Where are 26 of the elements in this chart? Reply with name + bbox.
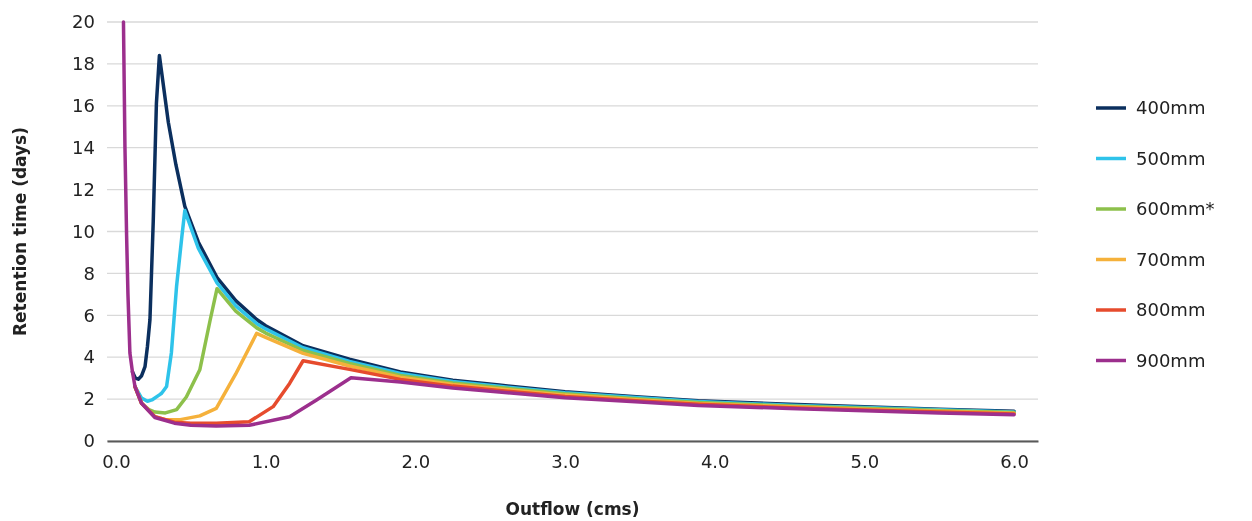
x-axis-title: Outflow (cms)	[505, 499, 640, 519]
y-tick-label: 0	[83, 430, 95, 452]
x-tick-label: 1.0	[251, 450, 281, 472]
y-tick-label: 18	[72, 53, 95, 75]
y-tick-label: 4	[83, 346, 95, 368]
x-tick-label: 3.0	[551, 450, 580, 472]
y-tick-label: 6	[83, 304, 95, 326]
y-axis-title: Retention time (days)	[10, 126, 30, 337]
y-tick-label: 10	[72, 220, 95, 242]
legend-label: 900mm	[1136, 349, 1206, 371]
legend-label: 400mm	[1136, 97, 1206, 119]
legend-label: 700mm	[1136, 248, 1206, 270]
x-tick-label: 2.0	[401, 450, 431, 472]
y-tick-label: 8	[83, 262, 95, 284]
x-tick-label: 4.0	[700, 450, 730, 472]
legend-label: 600mm*	[1136, 198, 1215, 220]
x-tick-label: 6.0	[1000, 450, 1029, 472]
x-tick-label: 0.0	[102, 450, 131, 472]
y-tick-label: 20	[72, 11, 95, 33]
legend-label: 800mm	[1136, 299, 1206, 321]
y-tick-label: 14	[72, 136, 95, 158]
y-tick-label: 12	[72, 178, 95, 200]
x-tick-label: 5.0	[850, 450, 880, 472]
y-tick-label: 16	[72, 95, 95, 117]
y-tick-label: 2	[83, 388, 95, 410]
legend-label: 500mm	[1136, 147, 1206, 169]
